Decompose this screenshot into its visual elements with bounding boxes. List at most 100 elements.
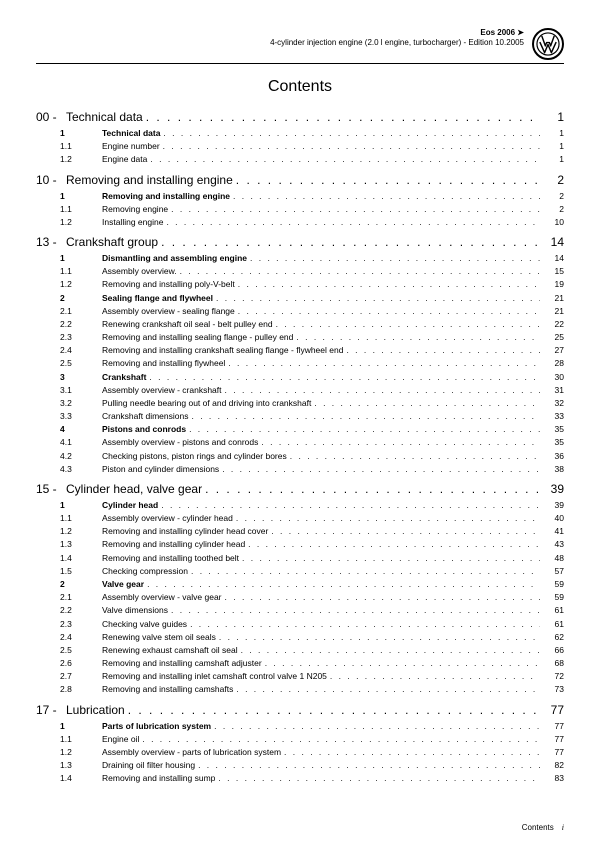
toc-leader-dots: . . . . . . . . . . . . . . . . . . . . … (235, 305, 540, 318)
entry-page: 61 (540, 604, 564, 617)
entry-title: Renewing exhaust camshaft oil seal (102, 644, 238, 657)
document-header: Eos 2006 ➤ 4-cylinder injection engine (… (36, 28, 564, 60)
entry-number: 1.2 (60, 216, 102, 229)
entry-number: 2.2 (60, 318, 102, 331)
toc-entry: 2.7Removing and installing inlet camshaf… (36, 670, 564, 683)
toc-leader-dots: . . . . . . . . . . . . . . . . . . . . … (144, 578, 540, 591)
toc-entry: 2.2Valve dimensions. . . . . . . . . . .… (36, 604, 564, 617)
toc-entry: 1.4Removing and installing sump. . . . .… (36, 772, 564, 785)
toc-leader-dots: . . . . . . . . . . . . . . . . . . . . … (146, 371, 540, 384)
toc-entry: 1.2Installing engine. . . . . . . . . . … (36, 216, 564, 229)
toc-leader-dots: . . . . . . . . . . . . . . . . . . . . … (163, 216, 540, 229)
toc-leader-dots: . . . . . . . . . . . . . . . . . . . . … (177, 265, 540, 278)
toc-entry: 1.3Draining oil filter housing. . . . . … (36, 759, 564, 772)
contents-title: Contents (36, 78, 564, 96)
toc-leader-dots: . . . . . . . . . . . . . . . . . . . . … (160, 140, 540, 153)
toc-leader-dots: . . . . . . . . . . . . . . . . . . . . … (268, 525, 540, 538)
entry-number: 1.5 (60, 565, 102, 578)
entry-number: 2.5 (60, 357, 102, 370)
entry-page: 2 (540, 190, 564, 203)
entry-title: Checking valve guides (102, 618, 187, 631)
entry-title: Assembly overview - pistons and conrods (102, 436, 258, 449)
toc-leader-dots: . . . . . . . . . . . . . . . . . . . . … (202, 482, 540, 496)
toc-leader-dots: . . . . . . . . . . . . . . . . . . . . … (238, 644, 540, 657)
toc-section-heading: 15 -Cylinder head, valve gear. . . . . .… (36, 482, 564, 496)
entry-page: 27 (540, 344, 564, 357)
entry-page: 72 (540, 670, 564, 683)
toc-leader-dots: . . . . . . . . . . . . . . . . . . . . … (158, 499, 540, 512)
entry-title: Assembly overview - sealing flange (102, 305, 235, 318)
entry-title: Removing and installing camshaft adjuste… (102, 657, 262, 670)
entry-number: 2.4 (60, 344, 102, 357)
toc-leader-dots: . . . . . . . . . . . . . . . . . . . . … (247, 252, 540, 265)
section-page: 2 (540, 173, 564, 187)
toc-section-heading: 13 -Crankshaft group. . . . . . . . . . … (36, 235, 564, 249)
toc-entry: 1.1Engine oil. . . . . . . . . . . . . .… (36, 733, 564, 746)
entry-number: 2.1 (60, 591, 102, 604)
entry-page: 59 (540, 578, 564, 591)
entry-page: 33 (540, 410, 564, 423)
entry-page: 21 (540, 305, 564, 318)
entry-title: Removing and installing inlet camshaft c… (102, 670, 327, 683)
entry-title: Removing and installing engine (102, 190, 230, 203)
entry-title: Cylinder head (102, 499, 158, 512)
toc-leader-dots: . . . . . . . . . . . . . . . . . . . . … (219, 463, 540, 476)
toc-leader-dots: . . . . . . . . . . . . . . . . . . . . … (211, 720, 540, 733)
entry-title: Pulling needle bearing out of and drivin… (102, 397, 311, 410)
entry-page: 73 (540, 683, 564, 696)
section-title: Removing and installing engine (66, 173, 233, 187)
entry-page: 14 (540, 252, 564, 265)
entry-title: Crankshaft dimensions (102, 410, 188, 423)
section-page: 39 (540, 482, 564, 496)
entry-number: 1 (60, 499, 102, 512)
entry-number: 1.2 (60, 746, 102, 759)
entry-page: 62 (540, 631, 564, 644)
entry-page: 82 (540, 759, 564, 772)
entry-title: Removing engine (102, 203, 168, 216)
document-subtitle: 4-cylinder injection engine (2.0 l engin… (36, 38, 524, 48)
toc-entry: 1.3Removing and installing cylinder head… (36, 538, 564, 551)
entry-title: Crankshaft (102, 371, 146, 384)
toc-entry: 3.3Crankshaft dimensions. . . . . . . . … (36, 410, 564, 423)
entry-number: 1.4 (60, 772, 102, 785)
entry-title: Removing and installing poly-V-belt (102, 278, 235, 291)
entry-title: Removing and installing cylinder head (102, 538, 245, 551)
entry-number: 1.1 (60, 140, 102, 153)
toc-section-heading: 10 -Removing and installing engine. . . … (36, 173, 564, 187)
entry-number: 2.3 (60, 331, 102, 344)
entry-title: Piston and cylinder dimensions (102, 463, 219, 476)
entry-page: 66 (540, 644, 564, 657)
entry-number: 1 (60, 720, 102, 733)
toc-entry: 1.4Removing and installing toothed belt.… (36, 552, 564, 565)
entry-page: 10 (540, 216, 564, 229)
entry-page: 1 (540, 140, 564, 153)
toc-leader-dots: . . . . . . . . . . . . . . . . . . . . … (281, 746, 540, 759)
section-page: 77 (540, 703, 564, 717)
toc-entry: 1Technical data. . . . . . . . . . . . .… (36, 127, 564, 140)
entry-number: 1 (60, 190, 102, 203)
entry-number: 1.1 (60, 512, 102, 525)
toc-leader-dots: . . . . . . . . . . . . . . . . . . . . … (293, 331, 540, 344)
table-of-contents: 00 -Technical data. . . . . . . . . . . … (36, 110, 564, 785)
entry-page: 36 (540, 450, 564, 463)
toc-entry: 1.1Removing engine. . . . . . . . . . . … (36, 203, 564, 216)
toc-leader-dots: . . . . . . . . . . . . . . . . . . . . … (168, 203, 540, 216)
entry-title: Assembly overview. (102, 265, 177, 278)
toc-section-heading: 17 -Lubrication. . . . . . . . . . . . .… (36, 703, 564, 717)
entry-number: 2.5 (60, 644, 102, 657)
entry-number: 2.6 (60, 657, 102, 670)
toc-leader-dots: . . . . . . . . . . . . . . . . . . . . … (158, 235, 540, 249)
entry-number: 3.3 (60, 410, 102, 423)
entry-title: Engine data (102, 153, 147, 166)
entry-title: Assembly overview - parts of lubrication… (102, 746, 281, 759)
entry-page: 68 (540, 657, 564, 670)
entry-number: 3.1 (60, 384, 102, 397)
entry-page: 39 (540, 499, 564, 512)
entry-page: 43 (540, 538, 564, 551)
entry-title: Valve dimensions (102, 604, 168, 617)
entry-page: 38 (540, 463, 564, 476)
header-divider (36, 63, 564, 64)
entry-page: 28 (540, 357, 564, 370)
section-page: 14 (540, 235, 564, 249)
section-number: 00 - (36, 110, 66, 124)
